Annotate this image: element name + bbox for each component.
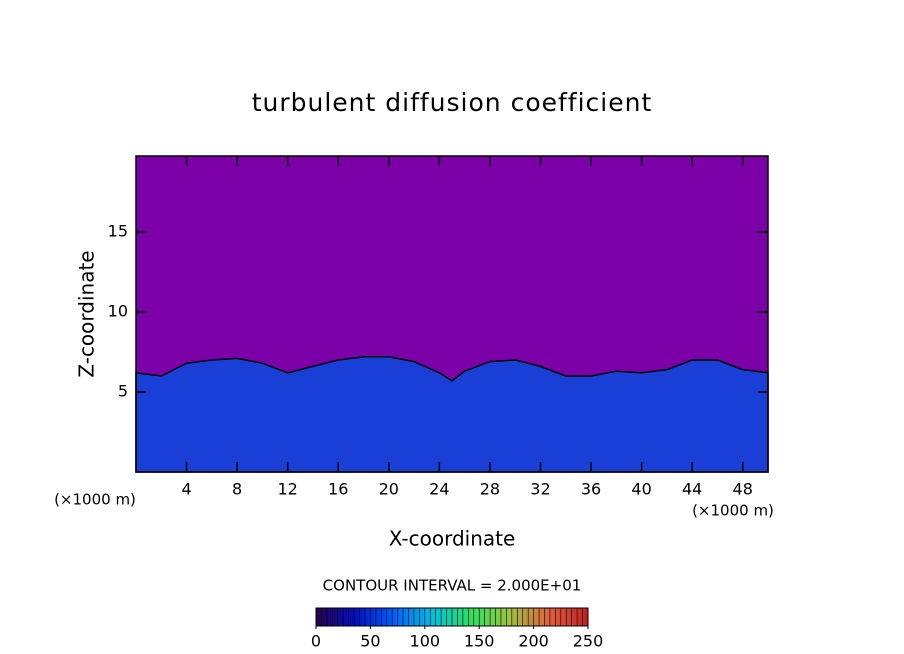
y-axis-label: Z-coordinate	[75, 250, 99, 377]
x-tick-label: 48	[733, 480, 753, 499]
x-tick-label: 24	[429, 480, 449, 499]
x-tick-label: 32	[530, 480, 550, 499]
y-tick-label: 5	[118, 382, 128, 401]
colorbar-tick-label: 200	[518, 632, 549, 651]
colorbar-tick-label: 0	[311, 632, 321, 651]
colorbar-tick-label: 150	[464, 632, 495, 651]
colorbar-tick-label: 250	[573, 632, 604, 651]
x-tick-label: 36	[581, 480, 601, 499]
x-tick-label: 8	[232, 480, 242, 499]
y-tick-label: 15	[108, 222, 128, 241]
x-tick-label: 40	[631, 480, 651, 499]
x-tick-label: 16	[328, 480, 348, 499]
x-tick-label: 4	[181, 480, 191, 499]
x-tick-label: 44	[682, 480, 702, 499]
contour-interval: CONTOUR INTERVAL = 2.000E+01	[323, 577, 582, 595]
x-tick-label: 12	[278, 480, 298, 499]
colorbar-tick-label: 50	[360, 632, 380, 651]
y-unit: (×1000 m)	[54, 491, 136, 509]
x-axis-label: X-coordinate	[389, 527, 516, 551]
colorbar-tick-label: 100	[410, 632, 441, 651]
turbulent-layer	[135, 356, 769, 473]
chart-title: turbulent diffusion coefficient	[252, 88, 653, 117]
y-tick-label: 10	[108, 302, 128, 321]
x-tick-label: 20	[379, 480, 399, 499]
x-unit: (×1000 m)	[692, 502, 774, 520]
plot-frame	[135, 155, 769, 473]
x-tick-label: 28	[480, 480, 500, 499]
